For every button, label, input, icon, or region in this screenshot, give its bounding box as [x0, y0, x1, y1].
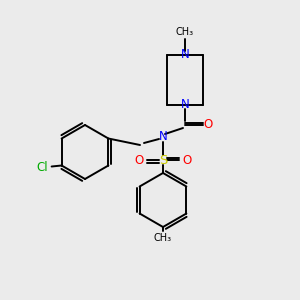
Text: N: N	[181, 98, 189, 112]
Text: O: O	[134, 154, 144, 166]
Text: Cl: Cl	[37, 161, 48, 174]
Text: N: N	[181, 49, 189, 62]
Text: CH₃: CH₃	[154, 233, 172, 243]
Text: S: S	[159, 154, 167, 166]
Text: N: N	[159, 130, 167, 143]
Text: CH₃: CH₃	[176, 27, 194, 37]
Text: O: O	[182, 154, 192, 166]
Text: O: O	[203, 118, 213, 131]
